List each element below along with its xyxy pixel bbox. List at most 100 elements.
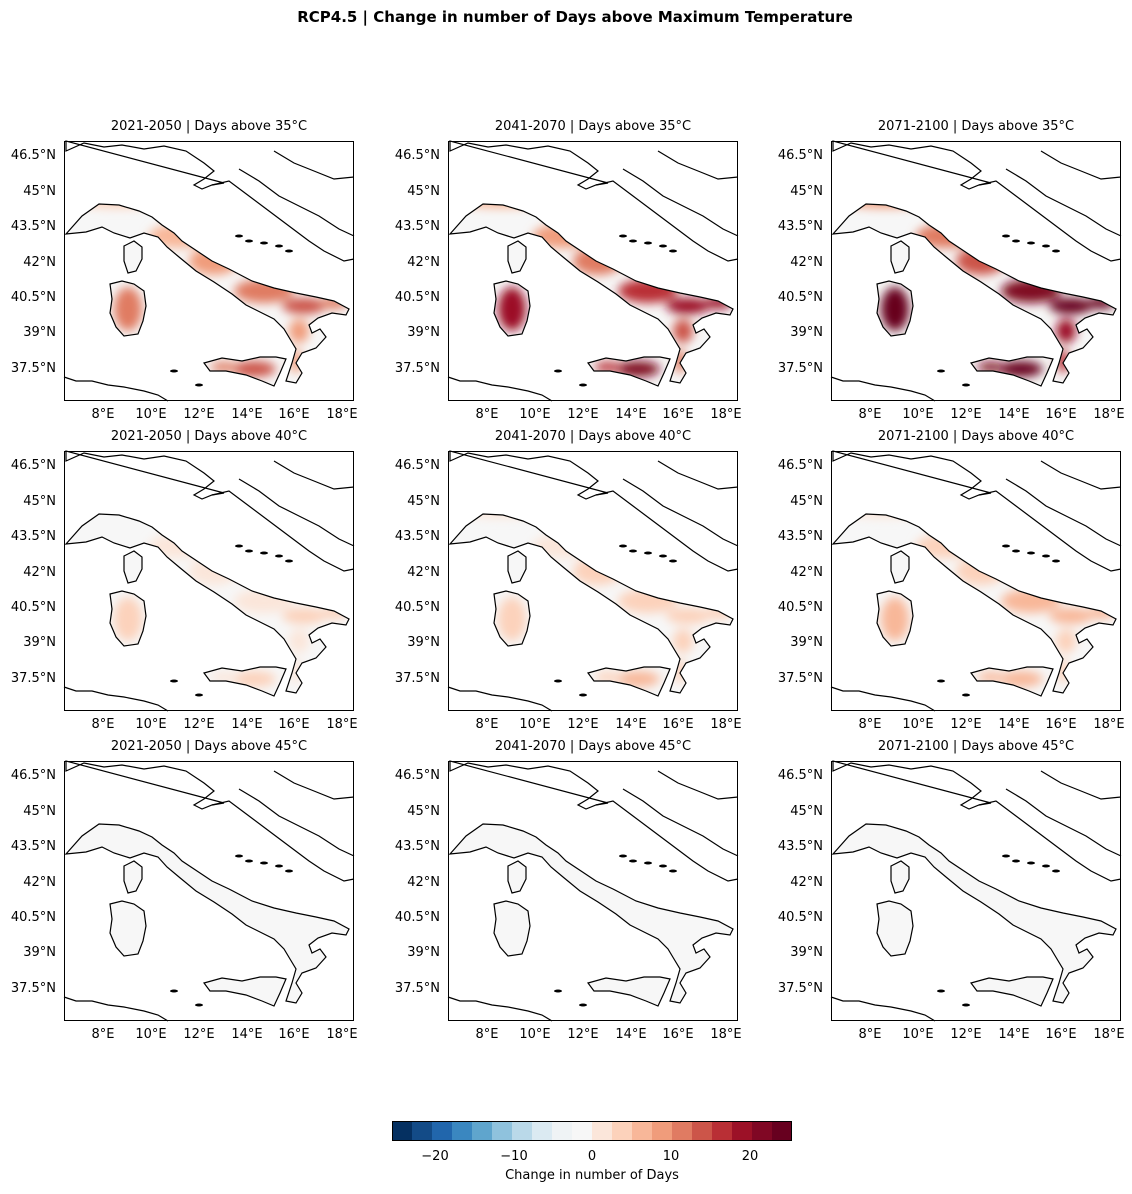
island bbox=[260, 551, 268, 555]
lon-tick-label: 10°E bbox=[135, 717, 167, 732]
lon-tick-label: 8°E bbox=[858, 407, 882, 422]
coastline bbox=[493, 590, 531, 647]
border-line bbox=[238, 478, 355, 547]
lon-tick-label: 10°E bbox=[902, 407, 934, 422]
lat-tick-label: 40.5°N bbox=[10, 290, 56, 305]
coastline bbox=[586, 666, 671, 697]
coastline bbox=[109, 280, 147, 337]
heat-area bbox=[282, 608, 326, 624]
island bbox=[644, 861, 652, 865]
heat-area bbox=[498, 597, 526, 641]
border-line bbox=[238, 788, 355, 857]
colorbar-swatch bbox=[432, 1121, 453, 1141]
lat-tick-label: 46.5°N bbox=[10, 458, 56, 473]
island bbox=[962, 693, 970, 697]
lon-tick-label: 8°E bbox=[475, 717, 499, 732]
lon-tick-label: 10°E bbox=[135, 1027, 167, 1042]
island bbox=[170, 679, 178, 683]
lat-tick-label: 46.5°N bbox=[10, 148, 56, 163]
panel-title: 2021-2050 | Days above 45°C bbox=[110, 739, 308, 754]
map-plot bbox=[830, 140, 1122, 402]
island bbox=[1042, 554, 1050, 558]
lat-tick-label: 39°N bbox=[790, 635, 823, 650]
border-line bbox=[657, 150, 739, 180]
lon-tick-label: 18°E bbox=[710, 717, 742, 732]
island bbox=[669, 559, 677, 563]
coastline bbox=[64, 513, 350, 694]
lon-tick-label: 18°E bbox=[1093, 1027, 1125, 1042]
island bbox=[1002, 544, 1010, 548]
colorbar-swatch bbox=[512, 1121, 533, 1141]
lon-tick-label: 8°E bbox=[91, 1027, 115, 1042]
colorbar-swatch bbox=[712, 1121, 733, 1141]
lat-tick-label: 45°N bbox=[23, 494, 56, 509]
heat-area bbox=[232, 361, 276, 377]
lat-tick-label: 42°N bbox=[407, 875, 440, 890]
island bbox=[579, 383, 587, 387]
lon-tick-label: 18°E bbox=[326, 407, 358, 422]
map-frame bbox=[448, 761, 738, 1021]
lat-tick-label: 43.5°N bbox=[10, 219, 56, 234]
lat-tick-label: 37.5°N bbox=[777, 981, 823, 996]
coastline bbox=[109, 900, 147, 957]
coastline bbox=[493, 280, 531, 337]
lat-tick-label: 45°N bbox=[23, 184, 56, 199]
lat-tick-label: 39°N bbox=[23, 635, 56, 650]
map-panel: 2041-2070 | Days above 45°C 46.5°N 45°N 43.… bbox=[395, 739, 742, 1042]
island bbox=[937, 369, 945, 373]
lat-tick-label: 46.5°N bbox=[777, 768, 823, 783]
panel-title: 2021-2050 | Days above 40°C bbox=[110, 429, 308, 444]
heat-area bbox=[289, 629, 309, 653]
island bbox=[669, 249, 677, 253]
heat-area bbox=[594, 672, 622, 682]
lat-tick-label: 43.5°N bbox=[394, 529, 440, 544]
island bbox=[554, 679, 562, 683]
lat-tick-label: 40.5°N bbox=[777, 600, 823, 615]
lat-tick-label: 45°N bbox=[407, 184, 440, 199]
island bbox=[1027, 861, 1035, 865]
island bbox=[1012, 239, 1020, 243]
island bbox=[937, 679, 945, 683]
colorbar-tick-label: 10 bbox=[662, 1149, 680, 1164]
coastline bbox=[890, 550, 910, 584]
island bbox=[1027, 551, 1035, 555]
lon-tick-label: 12°E bbox=[567, 1027, 599, 1042]
heat-area bbox=[114, 597, 142, 641]
coastline bbox=[123, 240, 143, 274]
island bbox=[1042, 244, 1050, 248]
panel-title: 2071-2100 | Days above 40°C bbox=[877, 429, 1075, 444]
heat-area bbox=[289, 319, 309, 343]
lat-tick-label: 46.5°N bbox=[394, 768, 440, 783]
border-line bbox=[622, 478, 739, 547]
coastline bbox=[876, 900, 914, 957]
lat-tick-label: 43.5°N bbox=[394, 839, 440, 854]
heat-area bbox=[999, 671, 1043, 687]
map-panel: 2041-2070 | Days above 35°C 46.5°N 45°N 43.… bbox=[395, 119, 742, 422]
lat-tick-label: 40.5°N bbox=[10, 600, 56, 615]
border-line bbox=[273, 460, 355, 490]
island bbox=[195, 693, 203, 697]
border-line bbox=[238, 168, 355, 237]
lon-tick-label: 18°E bbox=[326, 717, 358, 732]
lat-tick-label: 42°N bbox=[23, 565, 56, 580]
coastline bbox=[586, 976, 671, 1007]
lat-tick-label: 37.5°N bbox=[10, 981, 56, 996]
lon-tick-label: 16°E bbox=[1045, 717, 1077, 732]
heat-area bbox=[1049, 608, 1093, 624]
lat-tick-label: 42°N bbox=[23, 875, 56, 890]
heat-area bbox=[616, 361, 660, 377]
island bbox=[659, 244, 667, 248]
island bbox=[644, 241, 652, 245]
heat-area bbox=[999, 361, 1043, 377]
border-line bbox=[1040, 770, 1122, 800]
heat-area bbox=[232, 671, 276, 687]
island bbox=[1027, 241, 1035, 245]
lon-tick-label: 14°E bbox=[615, 1027, 647, 1042]
lon-tick-label: 16°E bbox=[662, 407, 694, 422]
lon-tick-label: 14°E bbox=[998, 407, 1030, 422]
colorbar-swatch bbox=[632, 1121, 653, 1141]
lat-tick-label: 42°N bbox=[790, 875, 823, 890]
coastline bbox=[890, 240, 910, 274]
colorbar-swatch bbox=[412, 1121, 433, 1141]
map-frame bbox=[64, 141, 354, 401]
